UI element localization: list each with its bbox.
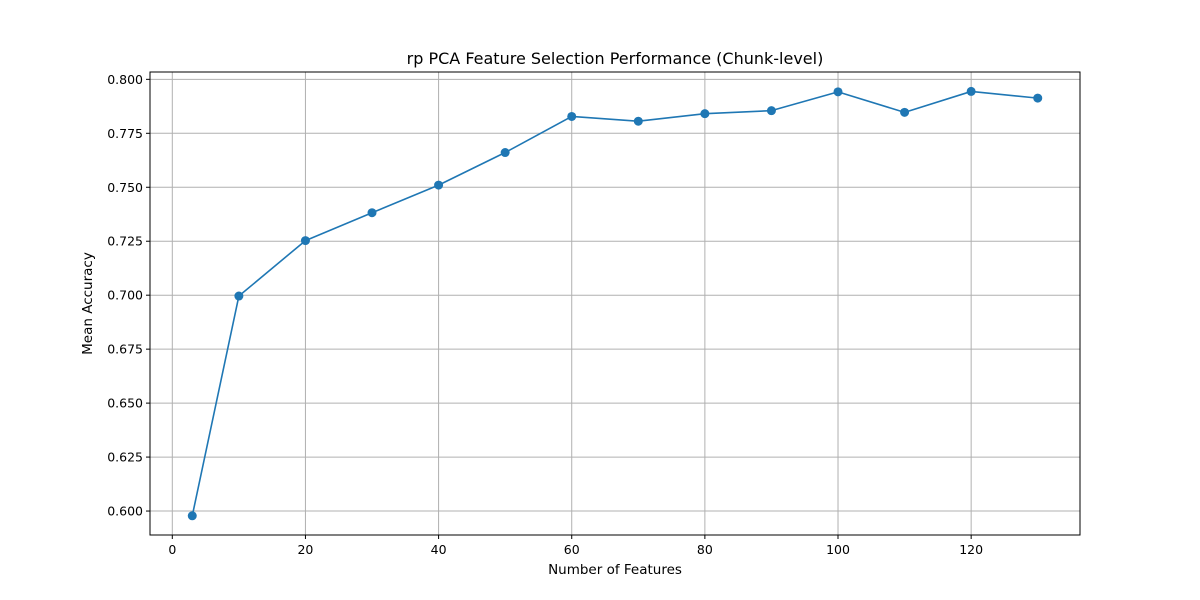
data-point (500, 148, 510, 158)
y-tick-label: 0.650 (107, 396, 143, 411)
x-tick-label: 120 (959, 542, 983, 557)
data-point (966, 86, 976, 96)
x-axis: 0 20 40 60 80 100 120 (168, 535, 983, 557)
x-tick-label: 20 (297, 542, 313, 557)
data-point (900, 107, 910, 117)
series-line (191, 90, 1038, 516)
data-point (187, 511, 197, 521)
data-point (567, 111, 577, 121)
y-axis-label: Mean Accuracy (80, 252, 96, 355)
y-tick-label: 0.800 (107, 72, 143, 87)
x-tick-label: 80 (697, 542, 713, 557)
data-point (833, 87, 843, 97)
y-tick-label: 0.700 (107, 288, 143, 303)
x-tick-label: 0 (168, 542, 176, 557)
plot-frame (149, 71, 1081, 536)
chart-title: rp PCA Feature Selection Performance (Ch… (407, 49, 824, 68)
y-tick-label: 0.600 (107, 504, 143, 519)
data-point (300, 236, 310, 246)
x-axis-label: Number of Features (548, 562, 682, 578)
data-series (187, 86, 1043, 521)
y-tick-label: 0.675 (107, 342, 143, 357)
data-point (234, 291, 244, 301)
y-tick-label: 0.725 (107, 234, 143, 249)
y-tick-label: 0.625 (107, 450, 143, 465)
y-tick-label: 0.750 (107, 180, 143, 195)
x-tick-label: 100 (826, 542, 850, 557)
data-point (434, 180, 444, 190)
grid (150, 72, 1080, 535)
data-point (766, 106, 776, 116)
y-axis: 0.600 0.625 0.650 0.675 0.700 0.725 0.750 0.775… (107, 72, 150, 519)
data-point (700, 109, 710, 119)
y-tick-label: 0.775 (107, 126, 143, 141)
data-point (367, 208, 377, 218)
data-point (633, 116, 643, 126)
x-tick-label: 60 (564, 542, 580, 557)
x-tick-label: 40 (431, 542, 447, 557)
data-point (1033, 93, 1043, 103)
